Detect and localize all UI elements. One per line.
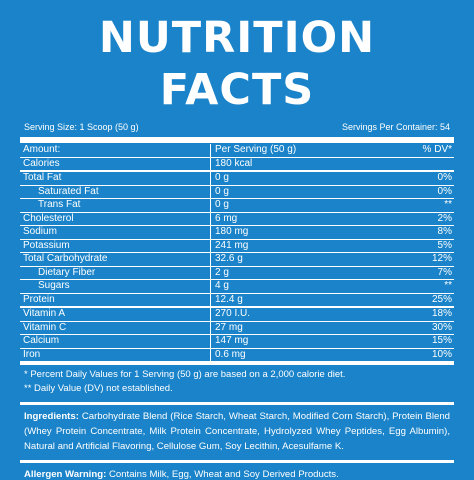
nutrient-dv: 30% [431,321,452,333]
footnote-dv: * Percent Daily Values for 1 Serving (50… [24,369,346,380]
ingredients-label: Ingredients: [24,411,79,422]
table-row: Protein 12.4 g 25% [20,293,454,308]
nutrient-amount: 0 g [210,185,350,198]
nutrient-name: Total Fat [23,172,62,183]
nutrient-name: Calories [23,157,60,169]
footnote-not-established: ** Daily Value (DV) not established. [24,383,173,394]
nutrient-dv: 15% [431,335,452,346]
nutrient-name: Calcium [23,335,60,346]
nutrient-name: Potassium [23,239,70,251]
table-row: Calcium 147 mg 15% [20,335,454,349]
nutrient-name: Protein [23,293,55,305]
nutrient-amount: 0 g [210,199,350,212]
nutrient-dv: 12% [431,253,452,264]
divider [20,137,454,143]
nutrient-dv [350,158,454,171]
table-row: Vitamin C 27 mg 30% [20,321,454,335]
nutrient-name: Total Carbohydrate [23,253,108,264]
table-row: Total Carbohydrate 32.6 g 12% [20,253,454,267]
nutrient-amount: 12.4 g [210,293,350,306]
nutrient-amount: 0.6 mg [210,348,350,361]
nutrient-name: Dietary Fiber [38,266,96,278]
nutrient-name: Trans Fat [38,199,81,210]
table-row: Total Fat 0 g 0% [20,172,454,186]
header-per-serving: Per Serving (50 g) [210,144,350,157]
nutrient-amount: 0 g [210,172,350,185]
nutrient-dv: 5% [437,239,452,251]
nutrient-amount: 2 g [210,266,350,279]
nutrient-amount: 270 I.U. [210,308,350,321]
nutrient-name: Cholesterol [23,212,74,224]
nutrient-amount: 32.6 g [210,253,350,266]
table-row: Dietary Fiber 2 g 7% [20,266,454,280]
table-row: Vitamin A 270 I.U. 18% [20,308,454,322]
table-row: Sugars 4 g ** [20,280,454,294]
table-row: Cholesterol 6 mg 2% [20,212,454,226]
nutrient-dv: 7% [437,266,452,278]
nutrient-amount: 6 mg [210,212,350,225]
divider [20,362,454,365]
nutrient-name: Sodium [23,226,57,237]
nutrient-dv: 8% [437,226,452,237]
nutrition-facts-panel: NUTRITION FACTS Serving Size: 1 Scoop (5… [20,10,454,480]
nutrient-amount: 27 mg [210,321,350,334]
nutrient-dv: 0% [437,185,452,197]
page-title: NUTRITION FACTS [98,13,376,115]
nutrient-name: Sugars [38,280,70,291]
allergen-label: Allergen Warning: [24,469,107,480]
ingredients-text: Carbohydrate Blend (Rice Starch, Wheat S… [24,411,450,452]
header-amount: Amount: [23,144,61,155]
nutrient-dv: 10% [431,348,452,360]
nutrient-amount: 147 mg [210,335,350,348]
nutrient-dv: 18% [431,308,452,319]
nutrient-name: Vitamin C [23,321,67,333]
facts-table: Amount: Per Serving (50 g) % DV* Calorie… [20,144,454,362]
nutrient-dv: 0% [437,172,452,183]
divider [20,402,454,405]
nutrient-amount: 180 kcal [210,157,350,170]
nutrient-dv: ** [444,280,452,291]
table-row: Iron 0.6 mg 10% [20,348,454,362]
nutrient-dv: 2% [437,212,452,224]
allergen-section: Allergen Warning: Contains Milk, Egg, Wh… [20,463,454,480]
table-row: Sodium 180 mg 8% [20,226,454,240]
nutrient-name: Saturated Fat [38,185,99,197]
table-row: Potassium 241 mg 5% [20,239,454,253]
serving-info: Serving Size: 1 Scoop (50 g) Servings Pe… [20,122,454,132]
nutrient-amount: 241 mg [210,239,350,252]
table-header-row: Amount: Per Serving (50 g) % DV* [20,144,454,158]
nutrient-dv: 25% [431,293,452,305]
servings-per-container: Servings Per Container: 54 [341,122,450,132]
ingredients-section: Ingredients: Carbohydrate Blend (Rice St… [20,405,454,454]
nutrient-name: Iron [23,348,41,360]
nutrient-name: Vitamin A [23,308,66,319]
header-dv: % DV* [422,144,452,155]
allergen-text: Contains Milk, Egg, Wheat and Soy Derive… [108,469,339,480]
nutrient-amount: 4 g [210,280,350,293]
table-row: Calories 180 kcal [20,157,454,172]
nutrient-amount: 180 mg [210,226,350,239]
table-row: Trans Fat 0 g ** [20,199,454,213]
serving-size: Serving Size: 1 Scoop (50 g) [24,122,139,132]
divider [20,460,454,463]
nutrient-dv: ** [444,199,452,210]
table-row: Saturated Fat 0 g 0% [20,185,454,199]
